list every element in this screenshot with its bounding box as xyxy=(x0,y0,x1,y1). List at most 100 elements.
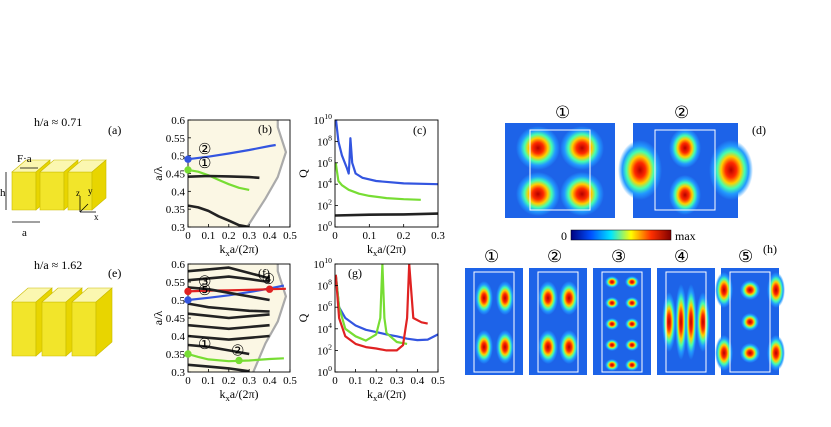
series-line-red-2 xyxy=(335,264,428,352)
x-tick-label: 0.2 xyxy=(222,230,236,242)
x-tick-label: 0.4 xyxy=(411,375,425,387)
marker-dot xyxy=(265,285,274,293)
field-map-d2 xyxy=(618,123,753,218)
x-axis-label: kxa/(2π) xyxy=(219,242,258,258)
y-tick-label: 0.6 xyxy=(171,259,185,271)
label-x: x xyxy=(94,212,99,222)
x-axis-label: kxa/(2π) xyxy=(219,387,258,403)
y-tick-label: 104 xyxy=(317,321,332,336)
chart-f: 0 0.1 0.2 0.3 0.4 0.5 0.3 0.35 0.4 0.45 0.5 0.55 0.6… xyxy=(151,259,297,403)
x-tick-label: 0.3 xyxy=(242,375,256,387)
slabs-a xyxy=(11,159,107,211)
panel-a-structure: h/a ≈ 0.71 (a) F·a h a z y xyxy=(0,115,121,239)
y-tick-label: 0.35 xyxy=(166,349,186,361)
x-tick-label: 0.2 xyxy=(397,230,411,242)
panel-b-tag: (b) xyxy=(258,122,272,136)
y-tick-label: 0.3 xyxy=(171,222,185,234)
panel-e-ratio: h/a ≈ 1.62 xyxy=(34,258,82,272)
x-tick-label: 0.1 xyxy=(202,375,216,387)
light-line xyxy=(252,264,288,373)
panel-h-mode-3: ③ xyxy=(611,247,626,266)
y-tick-label: 0.45 xyxy=(166,169,186,181)
y-tick-label: 0.5 xyxy=(171,151,185,163)
dimension-arrows xyxy=(5,167,96,223)
panel-d-mode-2: ② xyxy=(674,103,689,122)
series-line-blue-0 xyxy=(188,143,276,161)
series-line-band-4 xyxy=(188,275,270,284)
y-tick-label: 0.55 xyxy=(166,133,186,145)
slabs-e xyxy=(11,287,113,357)
chart-b: 0 0.1 0.2 0.3 0.4 0.5 0.3 0.35 0.4 0.45 0.5 0.55 0.6… xyxy=(151,115,297,258)
series-line-band-2 xyxy=(188,174,260,180)
x-axis-label: kxa/(2π) xyxy=(367,387,406,403)
series-line-green-1 xyxy=(335,264,408,345)
y-axis-label: Q xyxy=(296,169,310,178)
marker-label: ③ xyxy=(198,274,211,290)
chart-g: 0 0.1 0.2 0.3 0.4 0.5 100 102 104 106 108 1010 kxa/(… xyxy=(296,256,445,403)
x-tick-label: 0 xyxy=(332,375,338,387)
label-a: a xyxy=(22,227,27,239)
label-h: h xyxy=(0,187,6,199)
panel-d-mode-1: ① xyxy=(555,103,570,122)
panel-d: ① ② (d) xyxy=(505,103,766,218)
label-fa: F·a xyxy=(17,153,32,165)
series-group xyxy=(188,266,286,372)
x-tick-label: 0.2 xyxy=(222,375,236,387)
series-line-band-3 xyxy=(188,204,250,227)
panel-h-mode-1: ① xyxy=(484,247,499,266)
marker-label: ② xyxy=(231,343,244,359)
series-group xyxy=(335,120,438,217)
colorbar-min: 0 xyxy=(561,229,567,243)
x-tick-label: 0.2 xyxy=(369,375,383,387)
plot-area xyxy=(335,264,438,372)
marker-label: ② xyxy=(198,142,211,158)
series-line-blue-0 xyxy=(335,120,438,186)
field-map-d1 xyxy=(505,123,615,218)
y-tick-label: 0.4 xyxy=(171,331,185,343)
light-line xyxy=(246,120,288,228)
series-line-green-1 xyxy=(335,162,421,201)
y-tick-label: 108 xyxy=(317,133,332,148)
marker-label: ① xyxy=(198,337,211,353)
x-tick-label: 0.3 xyxy=(431,230,445,242)
plot-frame xyxy=(334,263,439,373)
x-tick-label: 0 xyxy=(185,230,191,242)
y-tick-label: 108 xyxy=(317,278,332,293)
x-tick-label: 0.4 xyxy=(263,375,277,387)
y-axis-label: Q xyxy=(296,313,310,322)
x-tick-label: 0.5 xyxy=(283,230,297,242)
y-tick-label: 0.45 xyxy=(166,313,186,325)
y-tick-label: 100 xyxy=(317,219,332,234)
y-tick-label: 100 xyxy=(317,364,332,379)
x-tick-label: 0.3 xyxy=(390,375,404,387)
panel-d-tag: (d) xyxy=(752,123,766,137)
series-line-band-3 xyxy=(188,266,270,280)
panel-h-tag: (h) xyxy=(763,242,777,256)
x-tick-label: 0 xyxy=(332,230,338,242)
series-line-green-1 xyxy=(188,168,250,191)
marker-dot xyxy=(235,356,243,365)
plot-frame xyxy=(334,119,439,228)
y-tick-label: 1010 xyxy=(313,256,332,271)
x-tick-label: 0.1 xyxy=(362,230,376,242)
panel-h-mode-5: ⑤ xyxy=(738,247,753,266)
y-tick-label: 0.3 xyxy=(171,367,185,379)
y-axis-label: a/λ xyxy=(151,311,165,326)
marker-dot xyxy=(184,287,192,296)
x-tick-label: 0.1 xyxy=(202,230,216,242)
x-tick-label: 0.5 xyxy=(431,375,445,387)
series-line-blue-0 xyxy=(335,274,438,342)
field-map-h1 xyxy=(465,268,523,375)
panel-h-mode-4: ④ xyxy=(674,247,689,266)
colorbar: 0 max xyxy=(561,229,696,243)
y-tick-label: 1010 xyxy=(313,112,332,127)
panel-a-ratio: h/a ≈ 0.71 xyxy=(34,115,82,129)
field-map-h3 xyxy=(593,268,651,375)
marker-dot xyxy=(184,155,192,163)
y-tick-label: 106 xyxy=(317,299,332,314)
series-line-band-2 xyxy=(335,212,438,217)
series-line-band-6 xyxy=(188,302,270,313)
marker-label: ① xyxy=(198,156,211,172)
y-tick-label: 0.4 xyxy=(171,186,185,198)
